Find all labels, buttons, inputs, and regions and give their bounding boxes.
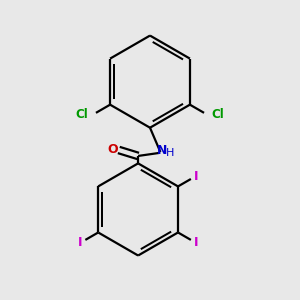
Text: O: O — [107, 142, 118, 156]
Text: I: I — [194, 236, 199, 249]
Text: Cl: Cl — [76, 108, 88, 121]
Text: H: H — [166, 148, 175, 158]
Text: N: N — [157, 144, 167, 158]
Text: I: I — [194, 170, 199, 183]
Text: I: I — [78, 236, 82, 249]
Text: Cl: Cl — [212, 108, 224, 121]
